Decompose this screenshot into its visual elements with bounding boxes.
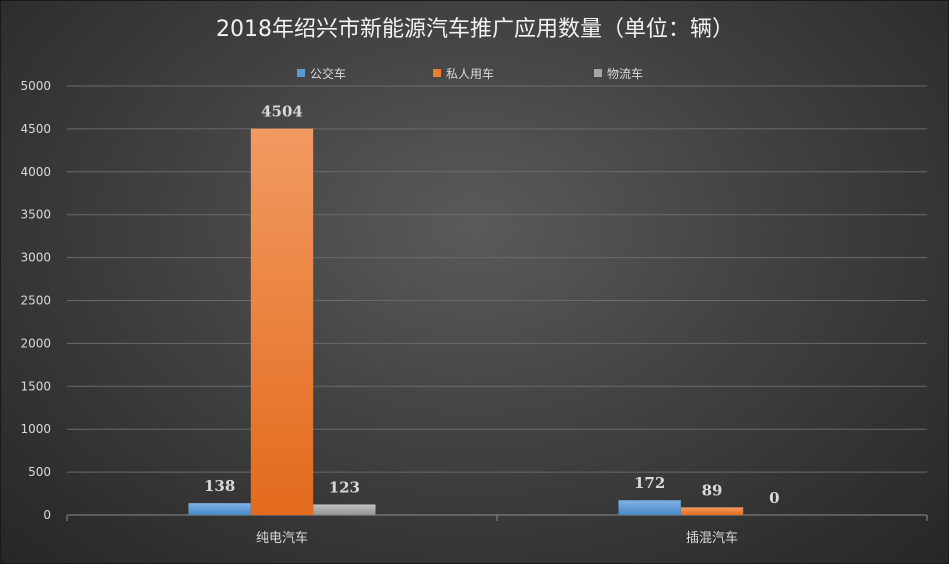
bar-2-1 xyxy=(250,128,314,515)
data-label: 138 xyxy=(204,477,235,495)
legend-swatch xyxy=(433,69,441,77)
bars-layer xyxy=(188,128,744,515)
y-tick-label: 5000 xyxy=(20,79,51,93)
data-label: 4504 xyxy=(261,103,303,121)
bar-2-2 xyxy=(680,507,744,515)
data-label: 172 xyxy=(634,474,665,492)
grid-layer xyxy=(66,85,928,521)
y-tick-label: 2500 xyxy=(20,294,51,308)
y-tick-label: 3500 xyxy=(20,208,51,222)
data-label: 123 xyxy=(329,478,360,496)
legend-swatch xyxy=(594,69,602,77)
y-tick-label: 3000 xyxy=(20,251,51,265)
y-tick-label: 0 xyxy=(43,508,51,522)
bar-1-1 xyxy=(188,503,251,515)
bar-3-1 xyxy=(313,504,376,515)
y-tick-label: 4500 xyxy=(20,122,51,136)
category-label: 纯电汽车 xyxy=(256,530,308,546)
y-tick-label: 2000 xyxy=(20,336,51,350)
y-tick-label: 1500 xyxy=(20,379,51,393)
legend: 公交车 私人用车 物流车 xyxy=(297,66,643,81)
legend-swatch xyxy=(297,69,305,77)
data-label: 0 xyxy=(769,489,779,507)
chart-title: 2018年绍兴市新能源汽车推广应用数量（单位：辆） xyxy=(216,17,734,42)
legend-label: 公交车 xyxy=(310,66,346,81)
y-tick-label: 4000 xyxy=(20,165,51,179)
data-label: 89 xyxy=(702,481,723,499)
y-tick-label: 500 xyxy=(28,465,51,479)
bar-1-2 xyxy=(618,500,681,515)
y-tick-label: 1000 xyxy=(20,422,51,436)
legend-label: 物流车 xyxy=(607,66,643,81)
labels-layer: 0 500 1000 1500 2000 2500 3000 3500 4000 4500 5000… xyxy=(20,79,779,546)
category-label: 插混汽车 xyxy=(686,530,738,546)
legend-label: 私人用车 xyxy=(446,66,494,81)
